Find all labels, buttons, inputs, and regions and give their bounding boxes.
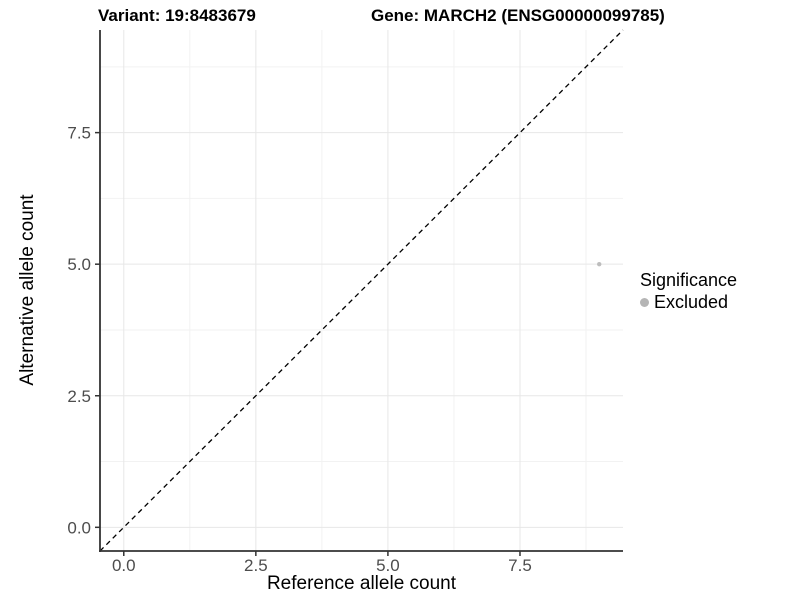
identity-reference-line: [99, 29, 624, 552]
y-axis-title: Alternative allele count: [17, 194, 38, 386]
x-tick-label: 5.0: [376, 556, 400, 575]
y-tick-label: 7.5: [67, 124, 91, 143]
legend: Significance Excluded: [640, 269, 737, 313]
axis-tick-marks: [95, 131, 521, 556]
legend-key-dot: [640, 297, 649, 307]
axis-lines: [99, 30, 623, 552]
gridlines-major: [100, 30, 623, 551]
x-tick-label: 0.0: [112, 556, 136, 575]
data-points: [597, 261, 602, 267]
x-axis-title: Reference allele count: [266, 573, 457, 594]
data-point-excluded: [597, 261, 602, 267]
plot-title-gene: Gene: MARCH2 (ENSG00000099785): [371, 6, 665, 25]
legend-item-excluded: Excluded: [640, 291, 737, 313]
legend-item-label: Excluded: [654, 292, 729, 312]
identity-line: [99, 29, 624, 552]
plot-title-variant: Variant: 19:8483679: [98, 6, 256, 25]
y-tick-label: 0.0: [67, 518, 91, 537]
x-tick-label: 7.5: [508, 556, 532, 575]
gridlines-minor: [100, 30, 623, 551]
x-tick-label: 2.5: [244, 556, 268, 575]
y-tick-label: 2.5: [67, 387, 91, 406]
axis-tick-labels: 0.0 2.5 5.0 7.5 0.0 2.5 5.0 7.5: [67, 124, 531, 575]
legend-title: Significance: [640, 270, 738, 290]
y-tick-label: 5.0: [67, 255, 91, 274]
